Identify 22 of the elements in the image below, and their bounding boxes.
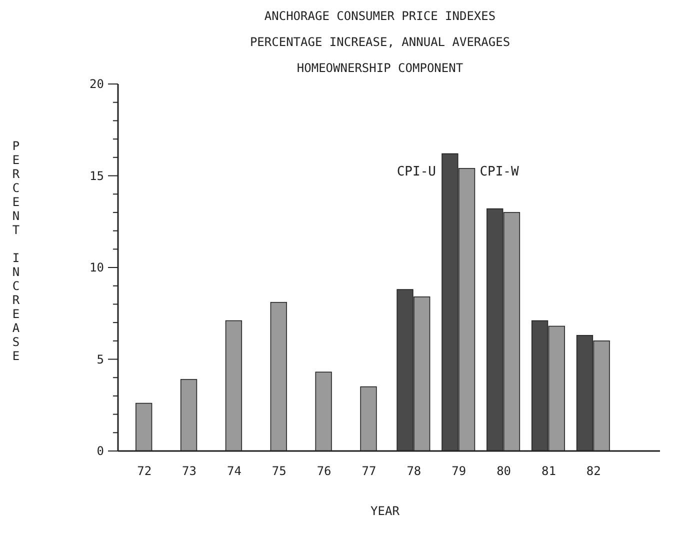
x-tick-label: 73 — [182, 464, 196, 478]
text: PERCENT INCREASE — [12, 139, 20, 363]
x-tick-label: 74 — [226, 464, 242, 478]
x-tick-label: 72 — [137, 464, 152, 478]
x-axis-title: YEAR — [370, 504, 400, 518]
series-label: CPI-U — [396, 164, 436, 180]
x-tick-label: 79 — [452, 464, 466, 478]
x-tick-label: 81 — [542, 464, 556, 478]
y-tick-label: 0 — [96, 444, 104, 458]
x-tick-label: 78 — [406, 464, 422, 478]
y-tick-label: 20 — [90, 77, 104, 92]
y-tick-label: 5 — [96, 352, 104, 366]
y-tick-label: 15 — [90, 168, 104, 183]
chart-subtitle: PERCENTAGE INCREASE, ANNUAL AVERAGES HOMEOWNERSHIP COMPONENT — [250, 35, 510, 75]
x-tick-label: 75 — [272, 464, 286, 478]
series-label: CPI-W — [480, 164, 520, 180]
y-tick-label: 10 — [90, 260, 104, 275]
x-tick-label: 77 — [362, 464, 376, 478]
x-tick-label: 80 — [496, 464, 512, 478]
chart-title: ANCHORAGE CONSUMER PRICE INDEXES — [264, 9, 496, 23]
x-tick-label: 82 — [586, 464, 601, 478]
x-tick-label: 76 — [316, 464, 332, 478]
